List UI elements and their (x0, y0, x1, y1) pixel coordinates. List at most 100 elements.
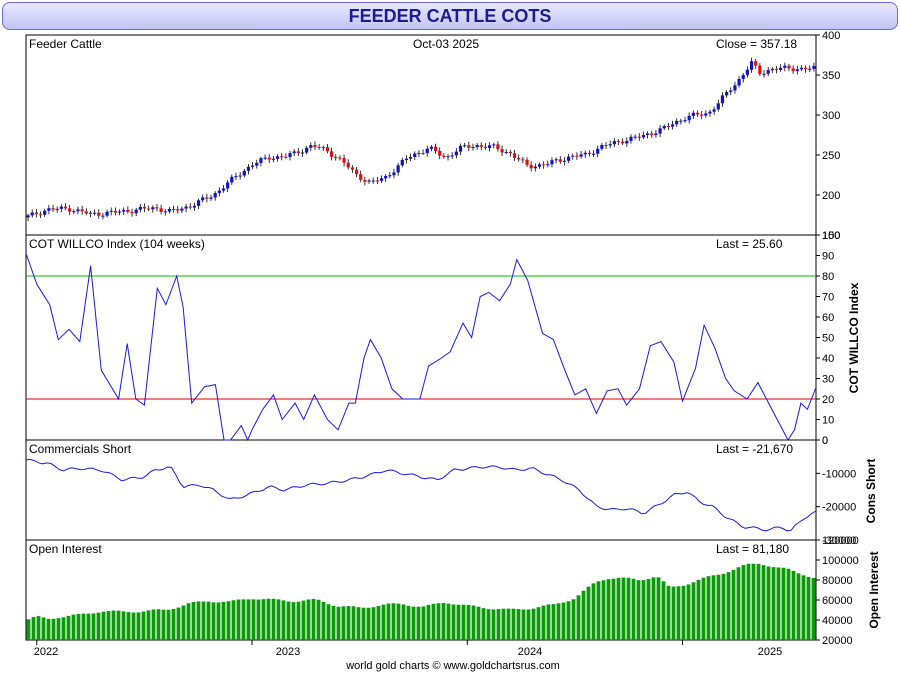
oi-bar (481, 608, 486, 640)
candle-body (130, 211, 134, 214)
oi-bar (751, 563, 756, 640)
candle (109, 207, 113, 216)
candle-body (492, 144, 496, 146)
candle-body (596, 148, 600, 154)
candle (562, 157, 567, 166)
candle (338, 155, 342, 161)
oi-bar (706, 576, 711, 640)
oi-bar (131, 612, 136, 640)
oi-bar (606, 579, 611, 640)
oi-bar (576, 595, 581, 640)
y-tick-label: -30000 (822, 535, 856, 547)
oi-bar (231, 600, 236, 640)
candle (770, 66, 774, 74)
candle-body (84, 211, 88, 214)
candle (267, 154, 271, 164)
candle (213, 191, 217, 201)
y-tick-label: 250 (822, 150, 840, 162)
candle-body (363, 179, 367, 182)
chart-title: FEEDER CATTLE COTS (2, 2, 898, 30)
candle-body (446, 156, 450, 158)
candle (230, 174, 234, 185)
footer-credit: world gold charts © www.goldchartsrus.co… (345, 660, 560, 672)
candle-body (113, 210, 117, 213)
candle-body (438, 150, 442, 156)
oi-bar (136, 612, 141, 640)
candle (159, 204, 163, 215)
candle-body (330, 151, 334, 157)
oi-bar (411, 606, 416, 640)
oi-bar (81, 613, 86, 640)
candle (804, 65, 808, 73)
candle (616, 139, 621, 146)
candle-body (670, 124, 675, 127)
candle (350, 165, 354, 173)
candle-body (321, 147, 325, 149)
willco-panel-title: COT WILLCO Index (104 weeks) (29, 237, 205, 251)
candle-body (733, 85, 737, 91)
candle-body (213, 193, 217, 198)
candle-body (34, 212, 38, 215)
candle (51, 204, 55, 213)
willco-series-line (25, 253, 817, 442)
candle (317, 143, 321, 150)
candle (587, 150, 591, 157)
candle-body (658, 128, 662, 134)
oi-bar (801, 575, 806, 640)
candle (184, 203, 188, 213)
oi-bar (701, 577, 706, 640)
candle (741, 73, 745, 83)
oi-bar (746, 563, 751, 640)
candle (63, 203, 68, 211)
oi-bar (646, 579, 651, 640)
candle (142, 203, 147, 213)
oi-bar (586, 586, 591, 640)
candle (679, 118, 683, 125)
candle (483, 143, 488, 150)
x-label-2022: 2022 (34, 646, 58, 658)
candle-body (779, 67, 783, 71)
oi-bar (471, 605, 476, 640)
oi-bar (306, 599, 311, 640)
candle-body (196, 200, 201, 206)
candle (288, 150, 292, 161)
candle-body (600, 145, 604, 149)
oi-bar (461, 604, 466, 640)
oi-bar (46, 618, 51, 640)
candle (234, 172, 238, 180)
y-tick-label: -10000 (822, 468, 856, 480)
candle-body (384, 176, 388, 179)
candle (130, 208, 134, 217)
candle (367, 178, 371, 184)
candle (205, 193, 209, 203)
oi-bar (156, 609, 161, 640)
candle-body (812, 66, 816, 69)
candle-body (725, 91, 729, 96)
y-tick-label: 70 (822, 292, 834, 304)
oi-bar (541, 605, 546, 640)
candle (396, 162, 400, 176)
oi-bar (716, 574, 721, 640)
candle-body (708, 111, 712, 114)
candle-body (749, 61, 754, 70)
oi-bar (591, 583, 596, 640)
y-tick-label: 0 (822, 435, 828, 447)
candle (808, 65, 812, 73)
oi-bar (796, 573, 801, 640)
oi-bar (336, 606, 341, 640)
candle-body (192, 205, 196, 208)
candle (34, 208, 38, 218)
candle (596, 145, 600, 158)
y-tick-label: 300 (822, 110, 840, 122)
oi-bar (686, 584, 691, 640)
candle (68, 205, 72, 216)
candle-body (342, 158, 346, 163)
y-tick-label: 20 (822, 394, 834, 406)
candle (612, 138, 616, 148)
oi-bar (596, 581, 601, 640)
candle-body (105, 211, 109, 216)
oi-bar (316, 599, 321, 640)
candle-body (675, 120, 679, 125)
candle (217, 187, 221, 197)
